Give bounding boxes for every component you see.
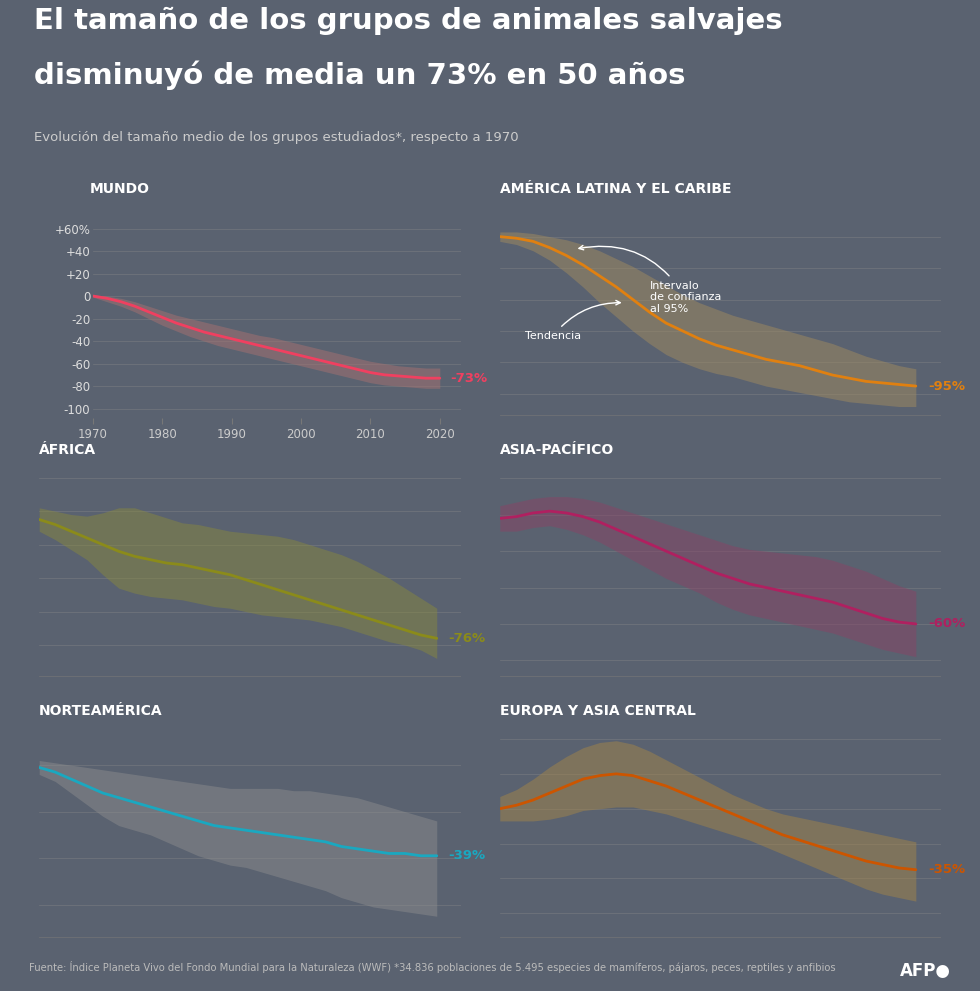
Text: -73%: -73% xyxy=(450,372,487,385)
Text: -95%: -95% xyxy=(928,380,965,392)
Text: El tamaño de los grupos de animales salvajes: El tamaño de los grupos de animales salv… xyxy=(34,7,783,35)
Text: disminuyó de media un 73% en 50 años: disminuyó de media un 73% en 50 años xyxy=(34,60,686,90)
Text: Tendencia: Tendencia xyxy=(524,300,620,341)
Text: -60%: -60% xyxy=(928,617,965,630)
Text: ÁFRICA: ÁFRICA xyxy=(39,443,96,458)
Text: Fuente: Índice Planeta Vivo del Fondo Mundial para la Naturaleza (WWF) *34.836 p: Fuente: Índice Planeta Vivo del Fondo Mu… xyxy=(29,961,836,973)
Text: Intervalo
de confianza
al 95%: Intervalo de confianza al 95% xyxy=(579,246,721,314)
Text: ASIA-PACÍFICO: ASIA-PACÍFICO xyxy=(500,443,614,458)
Text: -76%: -76% xyxy=(449,632,486,645)
Text: EUROPA Y ASIA CENTRAL: EUROPA Y ASIA CENTRAL xyxy=(500,705,696,718)
Text: -35%: -35% xyxy=(928,863,965,876)
Text: AMÉRICA LATINA Y EL CARIBE: AMÉRICA LATINA Y EL CARIBE xyxy=(500,182,731,196)
Text: -39%: -39% xyxy=(449,849,486,862)
Text: NORTEAMÉRICA: NORTEAMÉRICA xyxy=(39,705,163,718)
Text: Evolución del tamaño medio de los grupos estudiados*, respecto a 1970: Evolución del tamaño medio de los grupos… xyxy=(34,132,519,145)
Text: AFP●: AFP● xyxy=(900,962,951,980)
Text: MUNDO: MUNDO xyxy=(89,182,149,196)
